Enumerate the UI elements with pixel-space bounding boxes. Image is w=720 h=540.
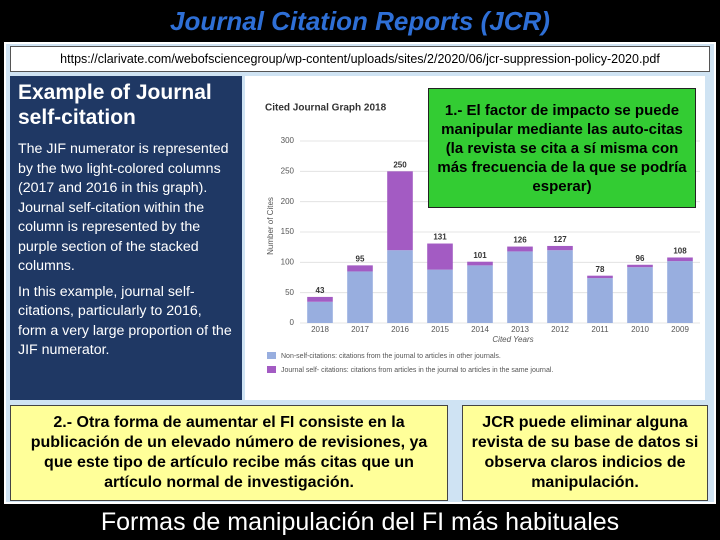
bar-segment	[387, 171, 413, 251]
x-tick-label: 2012	[551, 325, 569, 334]
y-tick-label: 250	[281, 166, 295, 175]
total-label: 95	[356, 254, 365, 263]
callout: 1.- El factor de impacto se puede manipu…	[428, 88, 696, 208]
source-url: https://clarivate.com/webofsciencegroup/…	[10, 46, 710, 72]
explanation-panel: Example of Journal self-citation The JIF…	[10, 76, 242, 400]
total-label: 131	[433, 233, 447, 242]
bar-segment	[347, 271, 373, 323]
total-label: 127	[553, 235, 567, 244]
total-label: 43	[316, 286, 325, 295]
bar-segment	[507, 251, 533, 323]
total-label: 126	[513, 236, 527, 245]
legend-swatch	[267, 352, 276, 359]
x-tick-label: 2013	[511, 325, 529, 334]
bar-segment	[547, 245, 573, 251]
bar-segment	[547, 250, 573, 323]
bar-segment	[627, 267, 653, 323]
bar-segment	[467, 265, 493, 323]
bar-segment	[427, 243, 453, 270]
callout: JCR puede eliminar alguna revista de su …	[462, 405, 708, 501]
x-tick-label: 2014	[471, 325, 489, 334]
bar-segment	[347, 265, 373, 272]
x-tick-label: 2017	[351, 325, 369, 334]
bar-segment	[467, 261, 493, 266]
x-tick-label: 2018	[311, 325, 329, 334]
panel-heading: Example of Journal self-citation	[18, 81, 212, 129]
x-tick-label: 2011	[591, 325, 609, 334]
x-tick-label: 2010	[631, 325, 649, 334]
y-tick-label: 100	[281, 257, 295, 266]
panel-paragraph: The JIF numerator is represented by the …	[18, 141, 229, 274]
total-label: 96	[636, 254, 645, 263]
bar-segment	[307, 296, 333, 302]
y-tick-label: 300	[281, 136, 295, 145]
slide-title: Journal Citation Reports (JCR)	[170, 6, 550, 36]
chart-title: Cited Journal Graph 2018	[265, 103, 387, 114]
y-tick-label: 0	[290, 318, 295, 327]
slide-footer: Formas de manipulación del FI más habitu…	[100, 508, 620, 536]
total-label: 101	[473, 251, 487, 260]
legend-label: Non-self-citations: citations from the j…	[281, 353, 501, 360]
bar-segment	[427, 269, 453, 323]
legend-swatch	[267, 366, 276, 373]
x-tick-label: 2016	[391, 325, 409, 334]
x-axis-label: Cited Years	[492, 335, 533, 344]
y-tick-label: 200	[281, 197, 295, 206]
bar-segment	[507, 246, 533, 252]
bar-segment	[307, 301, 333, 323]
legend-label: Journal self- citations: citations from …	[281, 367, 553, 374]
bar-segment	[587, 278, 613, 323]
bar-segment	[667, 257, 693, 262]
y-tick-label: 150	[281, 227, 295, 236]
x-tick-label: 2015	[431, 325, 449, 334]
total-label: 250	[393, 160, 407, 169]
x-tick-label: 2009	[671, 325, 689, 334]
total-label: 108	[673, 247, 687, 256]
bar-segment	[387, 250, 413, 323]
y-tick-label: 50	[285, 288, 294, 297]
bar-segment	[587, 275, 613, 279]
bar-segment	[667, 261, 693, 323]
panel-paragraph: In this example, journal self-citations,…	[18, 283, 232, 359]
bar-segment	[627, 264, 653, 268]
callout: 2.- Otra forma de aumentar el FI consist…	[10, 405, 448, 501]
total-label: 78	[596, 265, 605, 274]
y-axis-label: Number of Cites	[266, 197, 275, 255]
